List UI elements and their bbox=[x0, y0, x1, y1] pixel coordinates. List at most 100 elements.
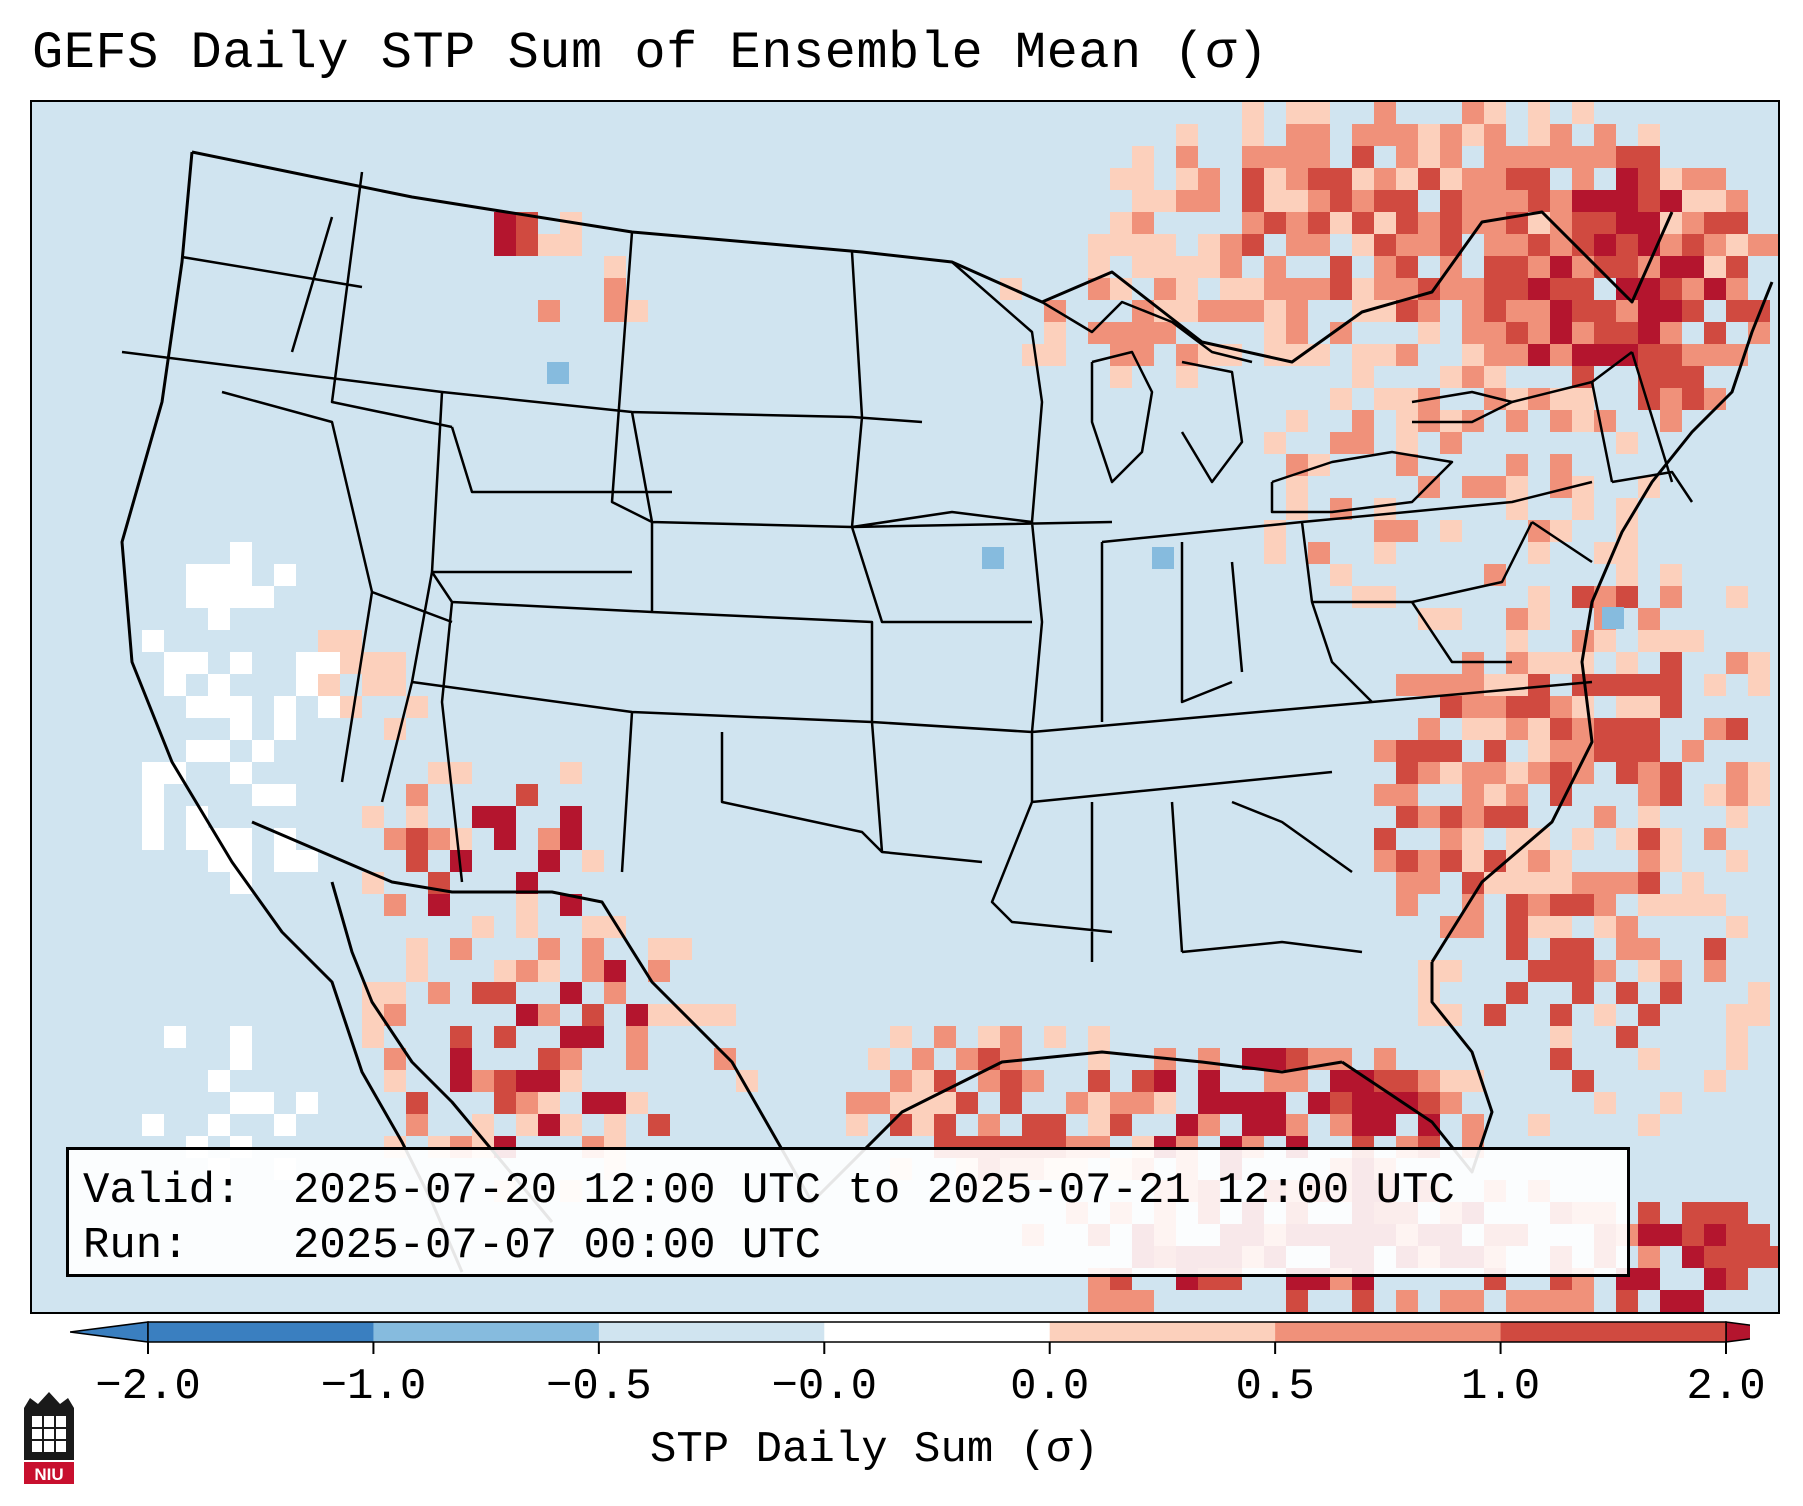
anomaly-cell bbox=[1594, 960, 1616, 982]
anomaly-cell bbox=[1418, 1070, 1440, 1092]
anomaly-cell bbox=[1484, 784, 1506, 806]
anomaly-cell bbox=[1572, 630, 1594, 652]
anomaly-cell bbox=[428, 982, 450, 1004]
anomaly-cell bbox=[296, 652, 318, 674]
anomaly-cell bbox=[1748, 982, 1770, 1004]
anomaly-cell bbox=[1462, 322, 1484, 344]
colorbar-ticks bbox=[147, 1342, 1727, 1354]
anomaly-cell bbox=[1440, 960, 1462, 982]
anomaly-cell bbox=[1726, 1004, 1748, 1026]
anomaly-cell bbox=[714, 1004, 736, 1026]
anomaly-cell bbox=[1198, 190, 1220, 212]
anomaly-cell bbox=[1528, 542, 1550, 564]
anomaly-cell bbox=[1308, 542, 1330, 564]
anomaly-cell bbox=[1638, 608, 1660, 630]
anomaly-cell bbox=[1440, 432, 1462, 454]
anomaly-cell bbox=[1264, 212, 1286, 234]
anomaly-cell bbox=[1286, 124, 1308, 146]
anomaly-cell bbox=[384, 1004, 406, 1026]
anomaly-cell bbox=[1616, 586, 1638, 608]
anomaly-cell bbox=[1528, 234, 1550, 256]
anomaly-cell bbox=[1506, 410, 1528, 432]
anomaly-cell bbox=[1528, 1114, 1550, 1136]
anomaly-cell bbox=[384, 894, 406, 916]
anomaly-cell bbox=[1154, 278, 1176, 300]
anomaly-cell bbox=[1440, 608, 1462, 630]
anomaly-cell bbox=[1638, 124, 1660, 146]
anomaly-cell bbox=[1638, 1004, 1660, 1026]
anomaly-cell bbox=[1088, 1092, 1110, 1114]
anomaly-cell bbox=[1726, 212, 1748, 234]
anomaly-cell bbox=[1374, 740, 1396, 762]
anomaly-cell bbox=[1044, 322, 1066, 344]
colorbar-bin bbox=[1275, 1322, 1502, 1342]
anomaly-cell bbox=[1682, 344, 1704, 366]
anomaly-cell bbox=[1176, 300, 1198, 322]
anomaly-cell bbox=[1462, 190, 1484, 212]
anomaly-cell bbox=[208, 850, 230, 872]
anomaly-cell bbox=[1440, 366, 1462, 388]
colorbar-bin bbox=[148, 1322, 374, 1342]
anomaly-cell bbox=[1704, 388, 1726, 410]
anomaly-cell bbox=[1484, 366, 1506, 388]
anomaly-cell bbox=[1418, 1004, 1440, 1026]
anomaly-cell bbox=[1352, 146, 1374, 168]
anomaly-cell bbox=[1572, 102, 1594, 124]
anomaly-cell bbox=[1550, 1290, 1572, 1312]
anomaly-cell bbox=[1198, 344, 1220, 366]
anomaly-cell bbox=[1176, 1114, 1198, 1136]
anomaly-cell bbox=[978, 1070, 1000, 1092]
anomaly-cell bbox=[1462, 718, 1484, 740]
anomaly-cell bbox=[384, 828, 406, 850]
anomaly-cell bbox=[1506, 278, 1528, 300]
anomaly-cell bbox=[1660, 256, 1682, 278]
anomaly-cell bbox=[450, 828, 472, 850]
anomaly-cell bbox=[1550, 212, 1572, 234]
anomaly-cell bbox=[1528, 740, 1550, 762]
anomaly-cell bbox=[978, 1026, 1000, 1048]
anomaly-cell bbox=[1638, 828, 1660, 850]
anomaly-cell bbox=[1110, 1092, 1132, 1114]
anomaly-cell bbox=[1242, 1048, 1264, 1070]
anomaly-cell bbox=[934, 1026, 956, 1048]
anomaly-cell bbox=[1418, 872, 1440, 894]
colorbar-tick-label: −0.5 bbox=[546, 1362, 652, 1412]
anomaly-cell bbox=[670, 938, 692, 960]
anomaly-cell bbox=[1528, 608, 1550, 630]
anomaly-cell bbox=[1638, 872, 1660, 894]
anomaly-cell bbox=[252, 784, 274, 806]
anomaly-cell bbox=[1352, 1070, 1374, 1092]
anomaly-cell bbox=[406, 696, 428, 718]
anomaly-cell bbox=[1286, 1114, 1308, 1136]
colorbar-label: STP Daily Sum (σ) bbox=[650, 1425, 1099, 1475]
anomaly-cell bbox=[604, 300, 626, 322]
anomaly-cell bbox=[1660, 960, 1682, 982]
anomaly-cell bbox=[1682, 630, 1704, 652]
anomaly-cell bbox=[1462, 762, 1484, 784]
anomaly-cell bbox=[1528, 674, 1550, 696]
anomaly-cell bbox=[1594, 300, 1616, 322]
anomaly-cell bbox=[1638, 344, 1660, 366]
colorbar-bin bbox=[1049, 1322, 1276, 1342]
anomaly-cell bbox=[472, 982, 494, 1004]
anomaly-cell bbox=[1286, 300, 1308, 322]
anomaly-cell bbox=[538, 960, 560, 982]
anomaly-cell bbox=[1396, 256, 1418, 278]
anomaly-cell bbox=[1528, 586, 1550, 608]
anomaly-cell bbox=[1330, 212, 1352, 234]
anomaly-cell bbox=[1330, 1114, 1352, 1136]
anomaly-cell bbox=[1638, 894, 1660, 916]
anomaly-cell bbox=[1506, 938, 1528, 960]
colorbar-tick-label: −0.0 bbox=[771, 1362, 878, 1412]
anomaly-cell bbox=[1572, 1290, 1594, 1312]
anomaly-cell bbox=[1352, 410, 1374, 432]
anomaly-cell bbox=[1682, 872, 1704, 894]
valid-value: 2025-07-20 12:00 UTC to 2025-07-21 12:00… bbox=[293, 1166, 1455, 1216]
anomaly-cell bbox=[1220, 256, 1242, 278]
anomaly-cell bbox=[1528, 190, 1550, 212]
anomaly-cell bbox=[1572, 410, 1594, 432]
anomaly-cell bbox=[1616, 762, 1638, 784]
anomaly-cell bbox=[1572, 256, 1594, 278]
anomaly-cell bbox=[1726, 1268, 1748, 1290]
anomaly-cell bbox=[1572, 146, 1594, 168]
